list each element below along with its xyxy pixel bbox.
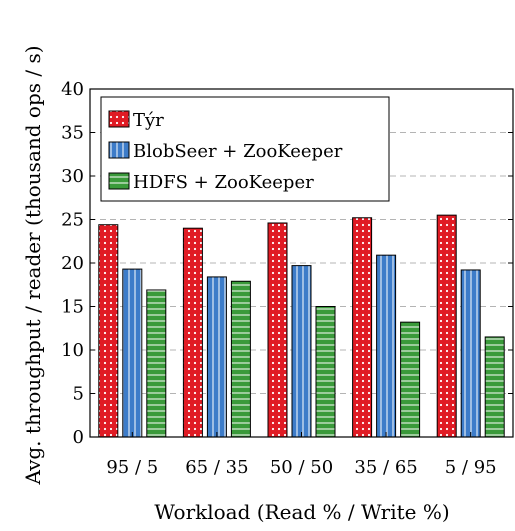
x-tick-label: 95 / 5	[106, 457, 158, 478]
y-tick-label: 10	[61, 340, 84, 361]
bar-vertical-lines	[460, 269, 481, 438]
bar-dots	[436, 214, 457, 438]
y-tick-label: 30	[61, 166, 84, 187]
bar-horizontal-lines	[230, 280, 251, 438]
bar-horizontal-lines	[146, 289, 167, 438]
bar-horizontal-lines	[484, 336, 505, 438]
x-tick-label: 35 / 65	[354, 457, 417, 478]
x-axis-label: Workload (Read % / Write %)	[154, 500, 449, 524]
bars	[98, 214, 505, 438]
x-tick-label: 50 / 50	[270, 457, 333, 478]
y-tick-label: 35	[61, 123, 84, 144]
plot-frame	[89, 88, 514, 438]
y-tick-label: 15	[61, 297, 84, 318]
y-tick-label: 25	[61, 210, 84, 231]
legend-box	[100, 96, 390, 202]
legend-swatch	[108, 141, 130, 159]
bar-horizontal-lines	[315, 306, 336, 438]
bar-vertical-lines	[376, 254, 397, 438]
legend-label: BlobSeer + ZooKeeper	[133, 141, 343, 162]
x-tick-label: 5 / 95	[445, 457, 497, 478]
x-tick-label: 65 / 35	[185, 457, 248, 478]
y-tick-label: 40	[61, 79, 84, 100]
bar-horizontal-lines	[400, 321, 421, 438]
y-axis-label: Avg. throughput / reader (thousand ops /…	[21, 45, 45, 485]
legend-label: HDFS + ZooKeeper	[133, 172, 314, 193]
y-tick-label: 5	[73, 384, 84, 405]
bar-dots	[98, 224, 119, 438]
bar-vertical-lines	[291, 265, 312, 438]
bar-dots	[182, 227, 203, 438]
legend: Týr BlobSeer + ZooKeeper HDFS + ZooKeeper	[100, 96, 390, 202]
bar-dots	[267, 222, 288, 438]
bar-dots	[352, 217, 373, 438]
legend-swatch	[108, 110, 130, 128]
legend-swatch	[108, 172, 130, 190]
bar-vertical-lines	[206, 276, 227, 438]
axes: 0 5 10 15 20 25 30 35 40 95 / 5 65 / 35 50 / 50 35 /…	[61, 79, 514, 478]
bar-vertical-lines	[122, 268, 143, 438]
y-tick-label: 20	[61, 253, 84, 274]
y-tick-label: 0	[73, 427, 84, 448]
legend-label: Týr	[133, 110, 164, 131]
